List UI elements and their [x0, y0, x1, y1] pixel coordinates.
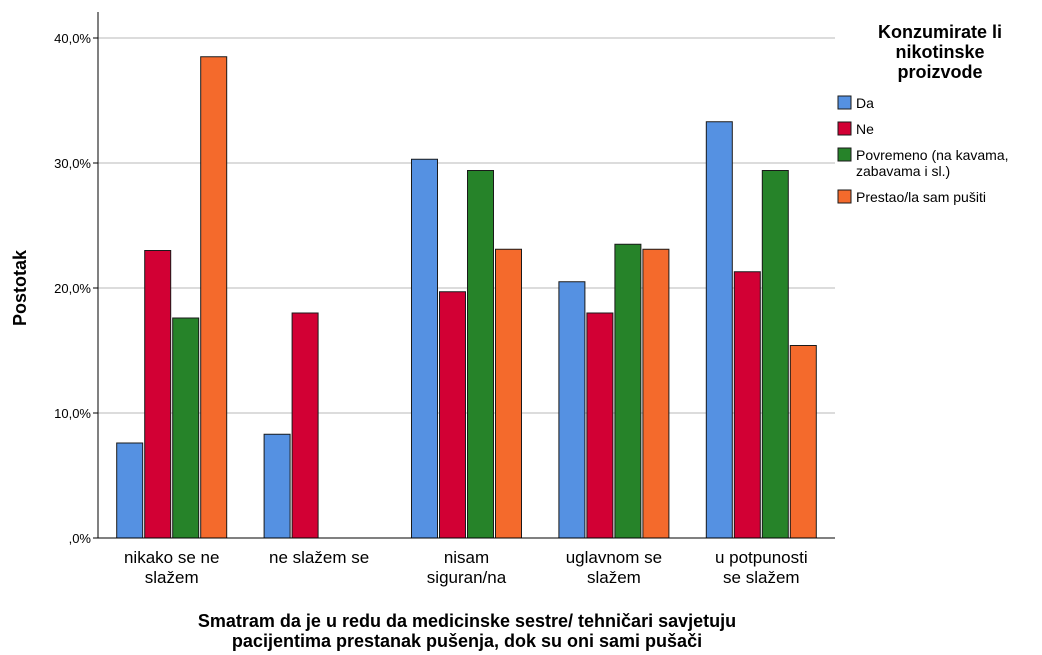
bar	[116, 442, 144, 539]
legend-swatch	[837, 147, 852, 162]
bar	[467, 170, 494, 539]
legend-title: proizvode	[897, 62, 982, 82]
legend-label: Ne	[856, 121, 874, 137]
x-axis-title-text: Smatram da je u redu da medicinske sestr…	[198, 611, 736, 631]
bar	[586, 312, 614, 539]
y-axis-title-text: Postotak	[10, 249, 30, 326]
bar	[558, 281, 586, 539]
bar	[705, 121, 733, 539]
bar	[733, 271, 761, 539]
legend-swatch	[837, 121, 852, 136]
x-axis-title: Smatram da je u redu da medicinske sestr…	[198, 611, 736, 651]
legend-title: nikotinske	[895, 42, 984, 62]
x-category-label: nisam	[444, 548, 489, 567]
bar	[411, 158, 438, 539]
x-category-label: se slažem	[723, 568, 800, 587]
y-tick-label: ,0%	[69, 531, 92, 546]
bar	[614, 243, 642, 539]
bar	[291, 312, 319, 539]
legend-swatch	[837, 95, 852, 110]
y-tick-label: 30,0%	[54, 156, 91, 171]
bar	[642, 248, 670, 539]
legend-title: Konzumirate li	[878, 22, 1002, 42]
axes	[97, 12, 835, 539]
y-axis-title: Postotak	[10, 249, 30, 326]
x-category-label: ne slažem se	[269, 548, 369, 567]
legend-swatch	[837, 189, 852, 204]
bar	[144, 250, 172, 539]
x-category-label: uglavnom se	[566, 548, 662, 567]
bars	[116, 56, 817, 539]
legend-label: Povremeno (na kavama,	[856, 147, 1009, 163]
y-tick-label: 40,0%	[54, 31, 91, 46]
x-category-label: nikako se ne	[124, 548, 219, 567]
y-tick-label: 20,0%	[54, 281, 91, 296]
y-tick-label: 10,0%	[54, 406, 91, 421]
bar	[495, 248, 522, 539]
bar	[263, 433, 291, 539]
x-category-label: siguran/na	[427, 568, 507, 587]
bar	[439, 291, 466, 539]
legend-label: Prestao/la sam pušiti	[856, 189, 986, 205]
bar	[789, 345, 817, 539]
bar	[200, 56, 228, 539]
legend-label: Da	[856, 95, 874, 111]
x-category-label: slažem	[587, 568, 641, 587]
x-axis-title-text: pacijentima prestanak pušenja, dok su on…	[232, 631, 702, 651]
legend-label: zabavama i sl.)	[856, 163, 950, 179]
bar	[172, 317, 200, 539]
bar	[761, 170, 789, 539]
y-axis-ticks: ,0% 10,0% 20,0% 30,0% 40,0%	[54, 31, 98, 546]
x-category-label: slažem	[145, 568, 199, 587]
x-category-label: u potpunosti	[715, 548, 808, 567]
